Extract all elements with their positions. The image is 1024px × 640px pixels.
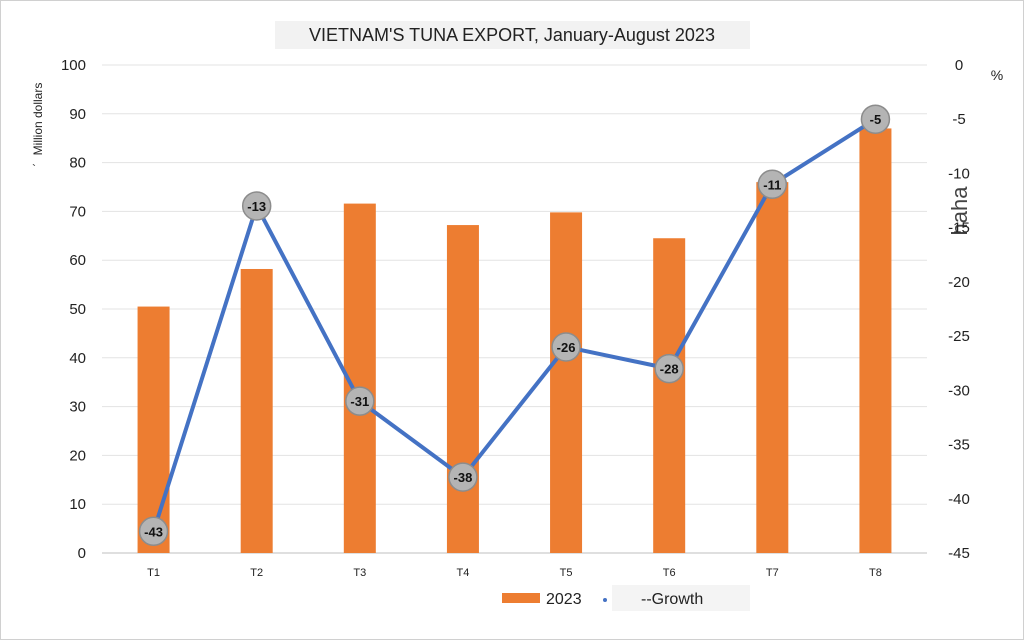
- y-tick-label-9: 90: [69, 106, 86, 123]
- x-tick-label-7: T8: [869, 567, 882, 579]
- y-axis-label: Million dollars: [31, 83, 45, 156]
- legend-growth-background: [612, 585, 750, 611]
- growth-data-label-T5: -26: [557, 340, 576, 355]
- growth-line-series: -43 -13 -31 -38 -26 -28 -11 -5: [138, 104, 891, 547]
- y2-tick-label-3: -15: [948, 220, 970, 237]
- y-tick-label-0: 0: [78, 545, 86, 562]
- y2-tick-label-1: -5: [952, 111, 965, 128]
- y2-tick-label-5: -25: [948, 328, 970, 345]
- growth-point-T7: [757, 169, 788, 200]
- y2-tick-label-9: -45: [948, 545, 970, 562]
- legend-swatch-2023: [502, 593, 540, 603]
- bar-T1: [137, 306, 170, 553]
- x-tick-label-0: T1: [147, 567, 160, 579]
- x-tick-label-5: T6: [663, 567, 676, 579]
- legend-swatch-growth: [603, 598, 607, 602]
- growth-line: [151, 117, 877, 532]
- growth-point-T3: [345, 386, 375, 416]
- y-axis-label-prefix: `: [32, 162, 36, 176]
- bar-series: [137, 128, 892, 554]
- y-tick-label-3: 30: [69, 399, 86, 416]
- growth-point-T4: [448, 462, 478, 492]
- legend-label-2023: 2023: [546, 591, 582, 608]
- y2-tick-label-7: -35: [948, 437, 970, 454]
- y2-axis-label: %: [991, 67, 1003, 83]
- bar-T8: [859, 128, 892, 553]
- bar-T4: [446, 225, 479, 553]
- bar-T6: [653, 238, 686, 554]
- growth-data-label-T3: -31: [350, 394, 369, 409]
- right-axis-ticks: 0 -5 -10 -15 -20 -25 -30 -35 -40 -45: [948, 57, 970, 562]
- y-tick-label-1: 10: [69, 496, 86, 513]
- x-tick-label-3: T4: [457, 567, 470, 579]
- growth-data-label-T4: -38: [454, 470, 473, 485]
- growth-data-label-T2: -13: [247, 199, 266, 214]
- growth-data-label-T6: -28: [660, 362, 679, 377]
- y2-tick-label-0: 0: [955, 57, 963, 74]
- y-tick-label-7: 70: [69, 203, 86, 220]
- y2-tick-label-6: -30: [948, 382, 970, 399]
- stray-right-text: haha: [947, 186, 972, 236]
- legend-label-growth: --Growth: [641, 591, 703, 608]
- y-tick-label-4: 40: [69, 350, 86, 367]
- x-axis-ticks: T1 T2 T3 T4 T5 T6 T7 T8: [147, 567, 882, 579]
- bar-T2: [240, 268, 273, 553]
- x-tick-label-4: T5: [560, 567, 573, 579]
- grid-lines: [102, 64, 927, 554]
- x-tick-label-1: T2: [250, 567, 263, 579]
- y-tick-label-10: 100: [61, 57, 86, 74]
- chart-title: VIETNAM'S TUNA EXPORT, January-August 20…: [309, 25, 715, 45]
- y-tick-label-8: 80: [69, 155, 86, 172]
- x-tick-label-2: T3: [353, 567, 366, 579]
- growth-data-label-T1: -43: [144, 524, 163, 539]
- left-axis-ticks: 0 10 20 30 40 50 60 70 80 90 100: [61, 57, 86, 562]
- bar-T7: [756, 182, 789, 553]
- growth-point-T6: [654, 353, 684, 384]
- legend: 2023 --Growth: [502, 585, 750, 611]
- growth-data-label-T8: -5: [870, 112, 882, 127]
- y2-tick-label-8: -40: [948, 491, 970, 508]
- y-tick-label-5: 50: [69, 301, 86, 318]
- y-tick-label-2: 20: [69, 447, 86, 464]
- y-tick-label-6: 60: [69, 252, 86, 269]
- growth-point-T8: [860, 104, 891, 134]
- y2-tick-label-2: -10: [948, 165, 970, 182]
- growth-point-T5: [551, 332, 581, 362]
- growth-point-T1: [138, 516, 169, 547]
- bar-T5: [550, 212, 583, 553]
- x-tick-label-6: T7: [766, 567, 779, 579]
- growth-data-label-T7: -11: [763, 177, 781, 192]
- y2-tick-label-4: -20: [948, 274, 970, 291]
- title-background: [275, 21, 750, 49]
- growth-point-T2: [241, 191, 272, 221]
